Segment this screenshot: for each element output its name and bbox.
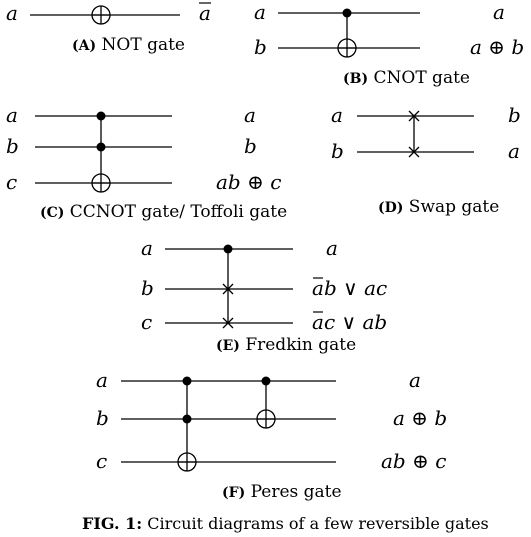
cnot-caption-text: CNOT gate (374, 68, 470, 88)
ccnot-input-c: c (6, 170, 17, 194)
cnot-control-dot (342, 8, 352, 18)
fredkin-output-2-rest: b ∨ ac (324, 276, 387, 300)
fredkin-caption: (E) Fredkin gate (216, 335, 356, 355)
swap-output-a: a (508, 139, 520, 163)
cnot-output-a: a (493, 0, 505, 24)
figure-caption-text: Circuit diagrams of a few reversible gat… (147, 514, 489, 533)
cnot-caption-tag: (B) (343, 71, 368, 87)
swap-caption-tag: (D) (378, 200, 403, 216)
peres-caption: (F) Peres gate (222, 482, 342, 502)
peres-control-dot-a1 (182, 376, 192, 386)
peres-output-a: a (409, 368, 421, 392)
ccnot-output-a: a (244, 103, 256, 127)
ccnot-input-b: b (6, 134, 19, 158)
not-caption-tag: (A) (72, 38, 96, 54)
cnot-caption: (B) CNOT gate (343, 68, 470, 88)
fredkin-input-b: b (141, 276, 154, 300)
swap-cross-top (408, 110, 420, 122)
ccnot-control-dot-a (96, 111, 106, 121)
peres-input-a: a (96, 368, 108, 392)
ccnot-control-dot-b (96, 142, 106, 152)
swap-caption-text: Swap gate (409, 197, 500, 217)
fredkin-input-a: a (141, 236, 153, 260)
peres-control-dot-b (182, 414, 192, 424)
fredkin-control-dot (223, 244, 233, 254)
ccnot-output-b: b (244, 134, 257, 158)
ccnot-output-ab-xor-c: ab ⊕ c (216, 170, 281, 194)
swap-input-a: a (331, 103, 343, 127)
cnot-input-b: b (254, 35, 267, 59)
ccnot-caption: (C) CCNOT gate/ Toffoli gate (40, 202, 287, 222)
peres-control-dot-a2 (261, 376, 271, 386)
fredkin-caption-text: Fredkin gate (245, 335, 356, 355)
peres-input-b: b (96, 406, 109, 430)
cnot-output-a-xor-b: a ⊕ b (470, 35, 524, 59)
fredkin-input-c: c (141, 310, 152, 334)
fredkin-output-a: a (326, 236, 338, 260)
fredkin-output-3: ac ∨ ab (312, 310, 387, 334)
not-output-a: a (199, 1, 211, 25)
not-caption-text: NOT gate (102, 35, 185, 55)
not-caption: (A) NOT gate (72, 35, 185, 55)
ccnot-input-a: a (6, 103, 18, 127)
fredkin-output-3-rest: c ∨ ab (324, 310, 387, 334)
peres-output-ab-xor-c: ab ⊕ c (381, 449, 446, 473)
fredkin-cross-c (222, 317, 234, 329)
fredkin-output-2: ab ∨ ac (312, 276, 387, 300)
swap-cross-bottom (408, 146, 420, 158)
cnot-input-a: a (254, 0, 266, 24)
swap-caption: (D) Swap gate (378, 197, 499, 217)
swap-input-b: b (331, 139, 344, 163)
peres-input-c: c (96, 449, 107, 473)
figure-caption-label: FIG. 1: (82, 514, 142, 533)
figure-caption: FIG. 1: Circuit diagrams of a few revers… (82, 514, 489, 533)
peres-caption-text: Peres gate (251, 482, 342, 502)
swap-output-b: b (508, 103, 521, 127)
ccnot-caption-text: CCNOT gate/ Toffoli gate (70, 202, 287, 222)
peres-caption-tag: (F) (222, 485, 245, 501)
peres-output-a-xor-b: a ⊕ b (393, 406, 447, 430)
ccnot-caption-tag: (C) (40, 205, 64, 221)
fredkin-cross-b (222, 283, 234, 295)
fredkin-caption-tag: (E) (216, 338, 240, 354)
not-input-a: a (6, 1, 18, 25)
